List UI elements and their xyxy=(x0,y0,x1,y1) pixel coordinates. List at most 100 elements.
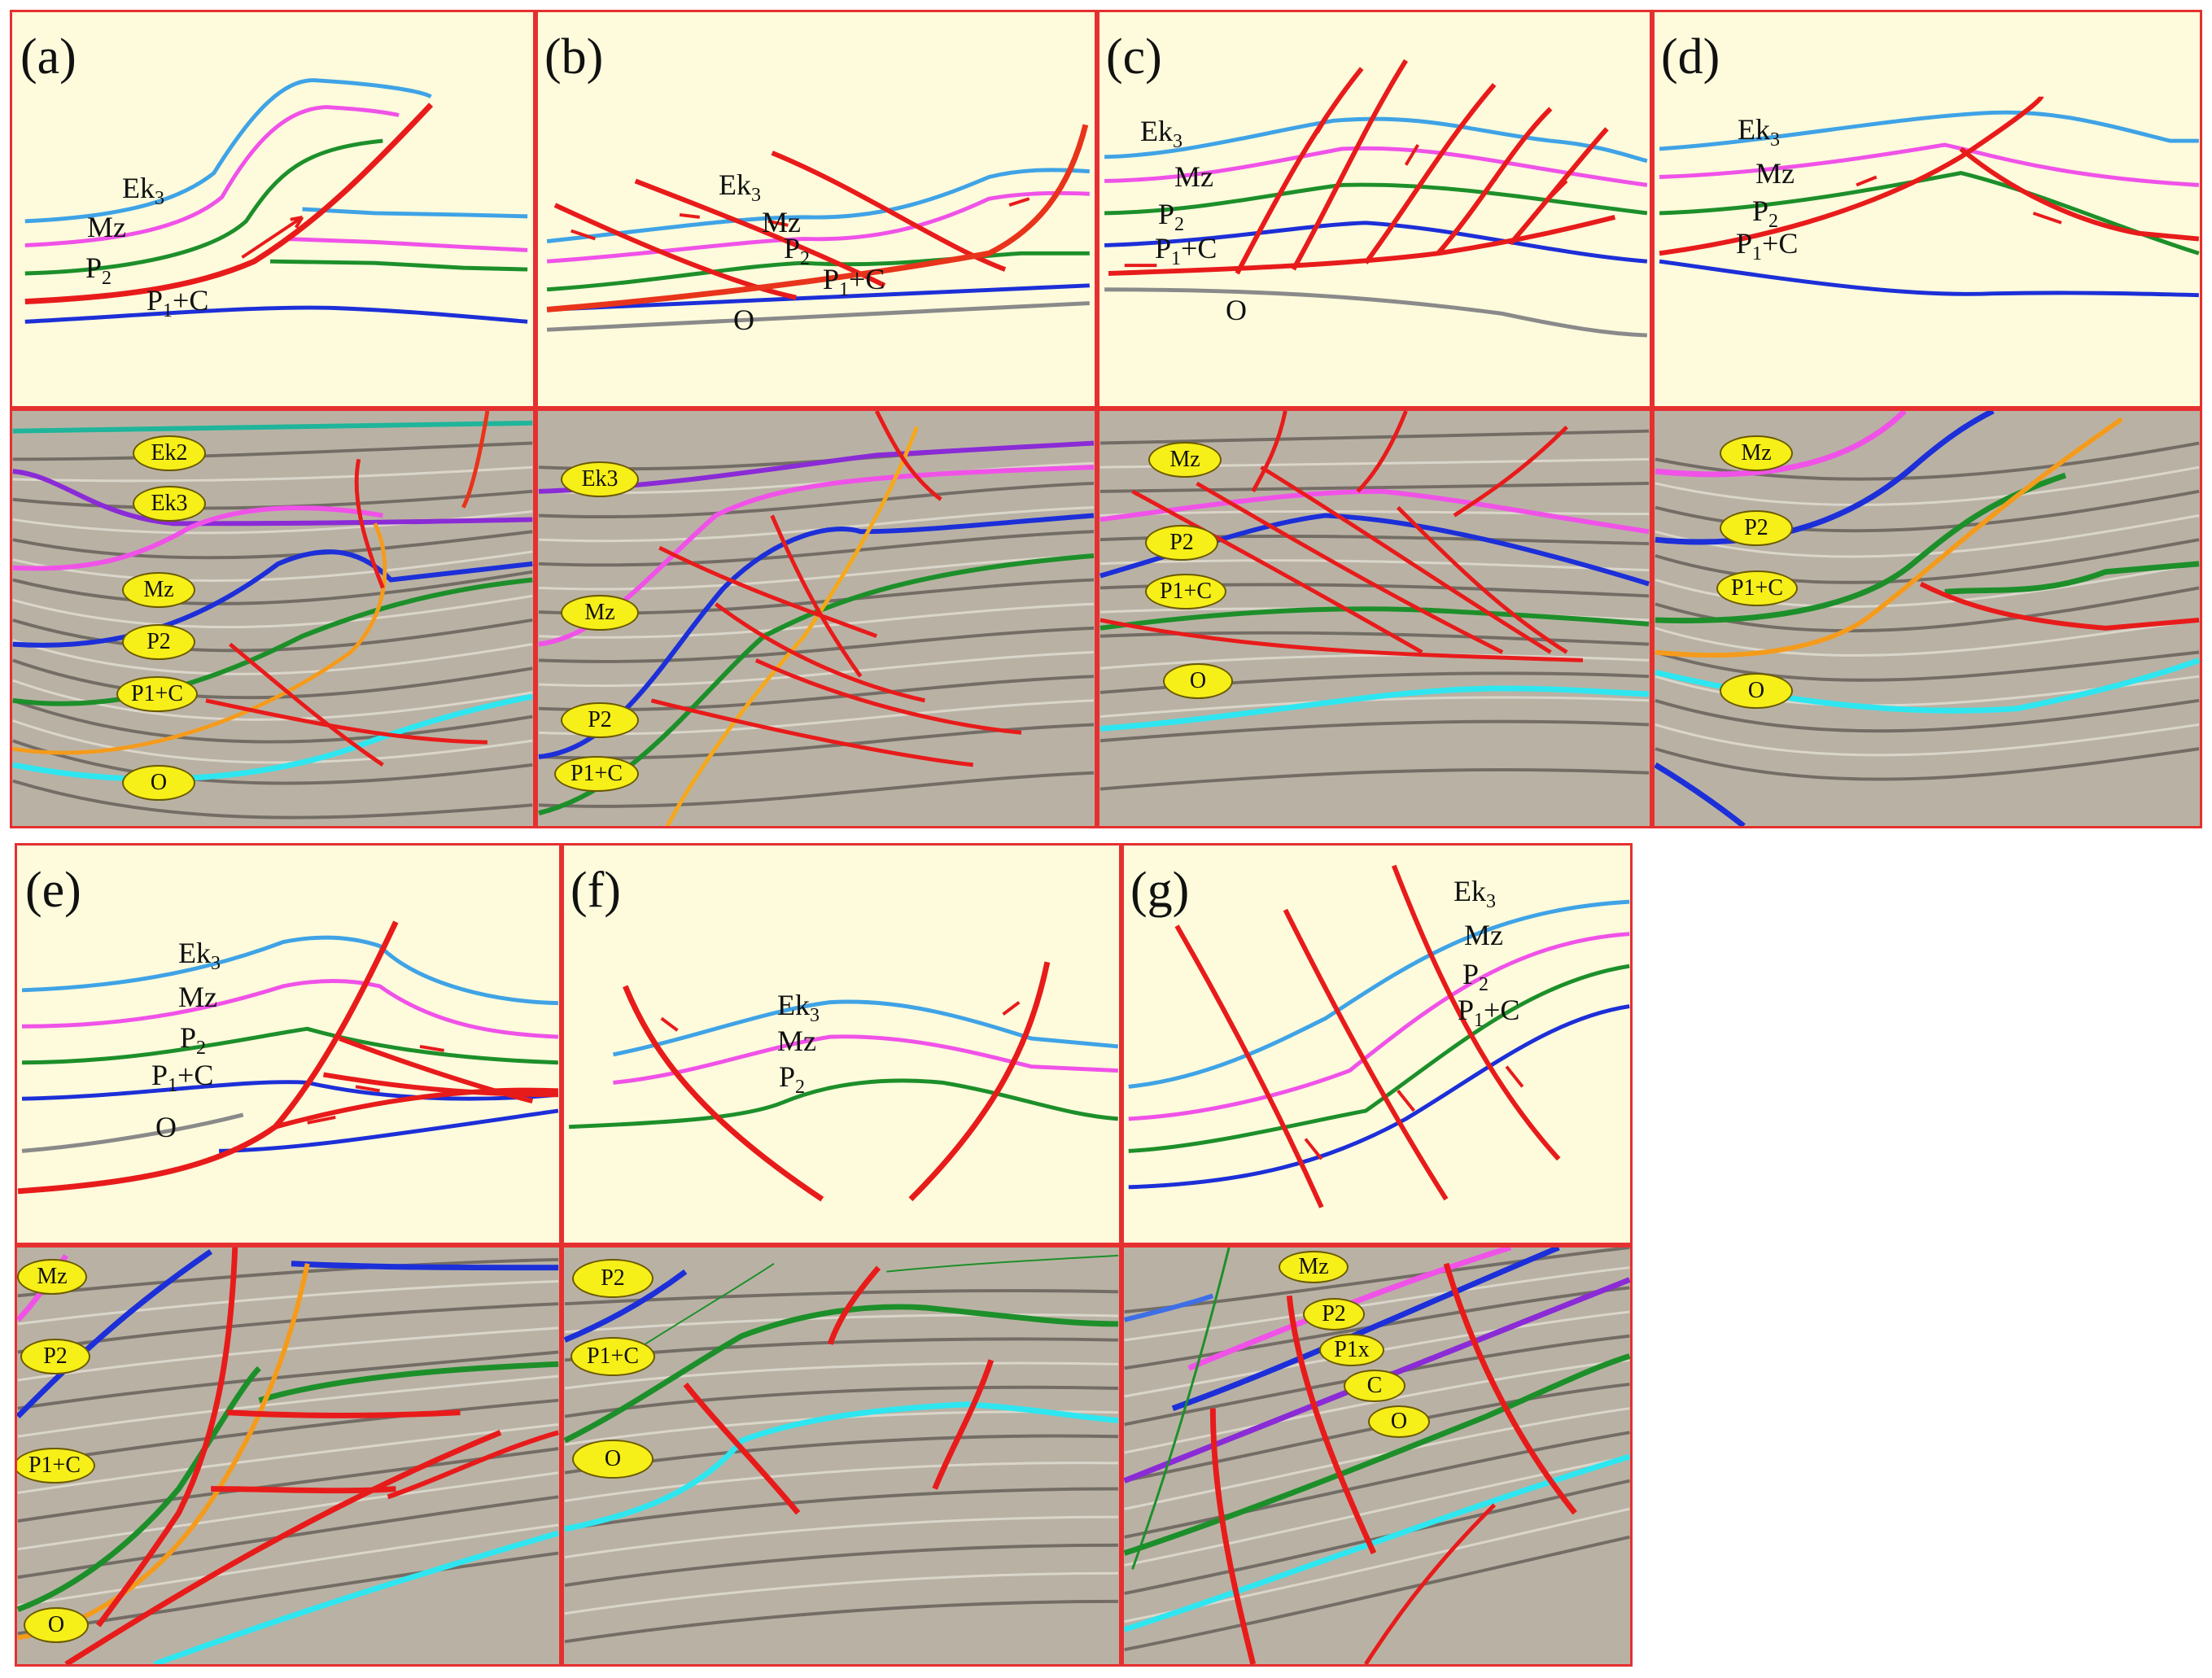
tag-mz: Mz xyxy=(1279,1251,1349,1283)
fault-flat-2 xyxy=(211,1486,396,1494)
unit-p2: P2 xyxy=(1752,194,1779,233)
panel-a-model: (a) Ek3 Mz P2 P1+C xyxy=(10,10,536,409)
unit-p1c: P1+C xyxy=(146,284,209,322)
unit-mz: Mz xyxy=(777,1025,816,1057)
tag-p1c: P1+C xyxy=(1145,574,1226,610)
panel-g-seismic-drawing xyxy=(1124,1248,1630,1664)
p1c-horizon-footwall xyxy=(1944,561,2200,595)
fault-6 xyxy=(650,698,974,767)
fault-3 xyxy=(771,151,1007,272)
fault-4 xyxy=(754,658,1022,735)
thrust-fault-1 xyxy=(1659,95,2044,256)
tag-ek3: Ek3 xyxy=(133,486,206,522)
p1c-horizon xyxy=(1099,606,1650,631)
o-horizon xyxy=(546,301,1090,332)
p2-horizon-footwall xyxy=(269,259,528,272)
unit-o: O xyxy=(1226,294,1247,326)
panel-label: (c) xyxy=(1106,29,1162,85)
panel-d-seismic-drawing xyxy=(1655,411,2200,826)
fault-4 xyxy=(1396,505,1568,654)
fault-2 xyxy=(1283,908,1449,1201)
panel-e-model-drawing xyxy=(17,920,559,1195)
fault-flat-1 xyxy=(226,1409,461,1418)
orange-fault xyxy=(665,426,919,826)
unit-mz: Mz xyxy=(178,981,217,1013)
p2-horizon xyxy=(17,1249,213,1419)
fault-2 xyxy=(658,545,877,639)
tag-o: O xyxy=(24,1607,89,1643)
panel-g-seismic: Mz P2 P1x C O xyxy=(1121,1245,1633,1667)
tag-mz: Mz xyxy=(17,1259,87,1295)
fault-4 xyxy=(387,1430,559,1500)
unit-mz: Mz xyxy=(1464,919,1503,951)
unit-ek3: Ek3 xyxy=(178,937,221,975)
fault-arrows xyxy=(1856,175,2062,225)
panel-e-seismic-drawing xyxy=(17,1248,559,1664)
tag-p1c: P1+C xyxy=(116,676,198,712)
tag-o: O xyxy=(572,1440,654,1479)
main-fault xyxy=(17,920,399,1195)
o-horizon xyxy=(153,1530,559,1664)
panel-d-model-drawing xyxy=(1659,95,2200,298)
detachment xyxy=(1099,618,1584,662)
p2-horizon xyxy=(546,251,1090,292)
panel-d-seismic: Mz P2 P1+C O xyxy=(1652,409,2202,828)
unit-mz: Mz xyxy=(87,211,126,243)
mz-horizon xyxy=(12,505,383,571)
seismic-reflections-light xyxy=(564,1313,1119,1615)
fault-3 xyxy=(1391,864,1561,1161)
unit-p2: P2 xyxy=(779,1060,806,1099)
fault-arrows xyxy=(1304,1065,1524,1160)
fault-3 xyxy=(1260,465,1552,654)
seismic-reflections-light xyxy=(1124,1266,1630,1623)
unit-ek3: Ek3 xyxy=(122,172,164,210)
ek3-horizon xyxy=(538,440,1095,494)
o-horizon xyxy=(564,1401,1119,1532)
mz-horizon xyxy=(1104,146,1648,187)
p2-horizon xyxy=(569,1078,1119,1130)
ek3-horizon-footwall xyxy=(302,207,528,219)
fault-6 xyxy=(1356,411,1408,493)
tag-p2: P2 xyxy=(1145,525,1218,561)
panel-a-seismic: Ek2 Ek3 Mz P2 P1+C O xyxy=(10,409,536,828)
panel-f-seismic: P2 P1+C O xyxy=(562,1245,1121,1667)
panel-g-model: (g) Ek3 Mz P2 P1+C xyxy=(1121,843,1633,1245)
tag-o: O xyxy=(1163,663,1233,699)
thrust-1 xyxy=(274,1087,559,1130)
fault-right xyxy=(908,961,1051,1202)
panel-c-model-drawing xyxy=(1104,59,1648,338)
fault-1 xyxy=(1131,489,1423,654)
fault-5 xyxy=(1508,127,1609,246)
fault-3 xyxy=(714,602,925,703)
mz-horizon xyxy=(1099,488,1650,535)
tag-ek2: Ek2 xyxy=(133,435,206,471)
mz-horizon xyxy=(1128,932,1630,1121)
p2-horizon xyxy=(24,138,383,276)
thin-green-fault xyxy=(1131,1248,1231,1570)
panel-c-seismic-drawing xyxy=(1099,411,1650,791)
p2-horizon-footwall xyxy=(291,1261,559,1271)
unit-ek3: Ek3 xyxy=(777,989,820,1027)
unit-mz: Mz xyxy=(762,206,801,238)
fault-left xyxy=(623,985,824,1202)
ek3-horizon xyxy=(1104,116,1648,164)
p1c-horizon xyxy=(17,1366,261,1613)
ek3-horizon xyxy=(546,168,1091,243)
mz-horizon xyxy=(24,105,400,247)
panel-a-seismic-drawing xyxy=(12,411,533,819)
tag-o: O xyxy=(1368,1405,1430,1438)
orange-fault xyxy=(1655,417,2123,658)
fault-3 xyxy=(932,1359,995,1490)
p2-horizon xyxy=(22,1026,559,1065)
detachment-fault xyxy=(1108,215,1616,276)
p1c-horizon-footwall xyxy=(258,1361,559,1404)
fault-arrows xyxy=(660,1001,1021,1032)
ek3-horizon xyxy=(1128,899,1630,1089)
ek3-horizon xyxy=(1659,110,2199,151)
o-horizon xyxy=(21,1112,244,1153)
p2-horizon xyxy=(12,549,533,648)
thrust-2 xyxy=(322,1072,558,1098)
panel-e-model: (e) Ek3 Mz P2 P1+C O xyxy=(15,843,562,1245)
unit-p1c: P1+C xyxy=(1458,994,1520,1032)
fault-4 xyxy=(1364,1503,1497,1664)
